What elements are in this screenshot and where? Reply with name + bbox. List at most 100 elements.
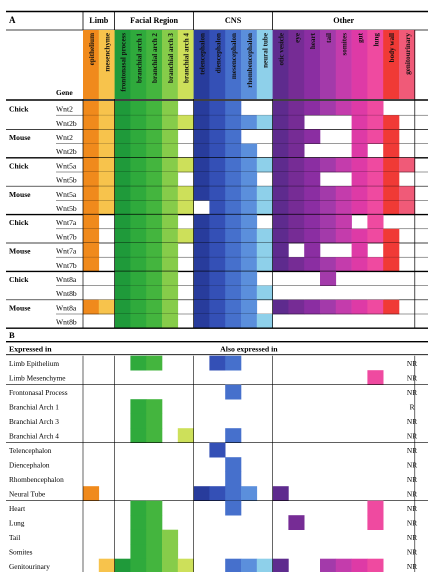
also-expressed-cell: [146, 399, 163, 414]
part-a-label: A: [9, 15, 16, 25]
expressed-in-label: Branchial Arch 4: [9, 432, 59, 441]
expressed-in-label: Branchial Arch 1: [9, 403, 59, 412]
expression-cell: [83, 257, 100, 272]
expression-cell: [351, 172, 368, 187]
expression-cell: [256, 314, 273, 329]
expression-cell: [225, 228, 242, 244]
expression-cell: [304, 214, 321, 230]
expression-cell: [272, 115, 289, 130]
also-expressed-cell: [225, 384, 242, 400]
column-header-label: heart: [309, 32, 317, 49]
also-expressed-cell: [367, 558, 384, 572]
expression-cell: [241, 157, 258, 173]
expression-cell: [256, 243, 273, 258]
also-expressed-cell: [146, 355, 163, 371]
gene-label: Wnt5b: [56, 176, 77, 185]
regulation-flag: NR: [407, 359, 417, 368]
expression-cell: [114, 172, 131, 187]
column-header-swatch: [114, 30, 131, 99]
expression-cell: [304, 101, 321, 116]
expression-cell: [383, 143, 400, 159]
expression-cell: [162, 285, 179, 301]
expression-cell: [177, 186, 194, 201]
expression-cell: [114, 214, 131, 230]
expression-cell: [272, 299, 289, 315]
column-header-swatch: [320, 30, 337, 99]
regulation-flag: NR: [407, 417, 417, 426]
expression-cell: [146, 314, 163, 329]
expression-cell: [146, 115, 163, 130]
expression-cell: [146, 228, 163, 244]
expression-cell: [241, 271, 258, 286]
expression-cell: [193, 129, 210, 144]
also-expressed-cell: [225, 457, 242, 472]
also-expressed-cell: [272, 558, 289, 572]
expression-cell: [399, 186, 416, 201]
column-header-label: somites: [341, 33, 349, 56]
expression-cell: [98, 115, 115, 130]
expression-cell: [146, 129, 163, 144]
expression-cell: [351, 299, 368, 315]
expression-cell: [114, 299, 131, 315]
expression-cell: [288, 115, 305, 130]
gene-label: Wnt2: [56, 133, 73, 142]
also-expressed-cell: [177, 428, 194, 443]
expressed-in-label: Tail: [9, 533, 20, 542]
also-expressed-cell: [130, 500, 147, 516]
expressed-in-label: Rhombencephalon: [9, 475, 64, 484]
also-expressed-cell: [272, 486, 289, 501]
expression-cell: [162, 271, 179, 286]
column-header-label: eye: [293, 33, 301, 43]
expression-cell: [130, 214, 147, 230]
gene-label: Wnt5a: [56, 161, 77, 170]
expression-cell: [304, 257, 321, 272]
column-header-swatch: [399, 30, 416, 99]
species-label: Mouse: [9, 190, 31, 199]
expression-cell: [177, 228, 194, 244]
expression-cell: [193, 257, 210, 272]
expression-cell: [114, 143, 131, 159]
column-header-swatch: [304, 30, 321, 99]
expression-cell: [367, 186, 384, 201]
expression-cell: [288, 200, 305, 215]
expression-cell: [335, 101, 352, 116]
expression-cell: [241, 214, 258, 230]
expression-cell: [225, 101, 242, 116]
expression-cell: [304, 243, 321, 258]
expression-cell: [98, 157, 115, 173]
also-expressed-cell: [256, 558, 273, 572]
expression-cell: [209, 299, 226, 315]
expression-cell: [335, 299, 352, 315]
expression-cell: [288, 129, 305, 144]
expression-cell: [146, 172, 163, 187]
also-expressed-cell: [146, 544, 163, 559]
expression-cell: [83, 214, 100, 230]
expressed-in-label: Heart: [9, 504, 25, 513]
expressed-in-label: Branchial Arch 3: [9, 417, 59, 426]
column-header-swatch: [288, 30, 305, 99]
expression-cell: [304, 157, 321, 173]
expression-cell: [130, 115, 147, 130]
expression-cell: [304, 228, 321, 244]
expression-cell: [98, 129, 115, 144]
expression-cell: [130, 143, 147, 159]
expressed-in-label: Lung: [9, 519, 25, 528]
gene-label: Wnt7b: [56, 232, 77, 241]
expression-cell: [162, 257, 179, 272]
species-label: Chick: [9, 105, 29, 114]
also-expressed-cell: [288, 515, 305, 530]
expression-cell: [114, 101, 131, 116]
expression-cell: [256, 228, 273, 244]
expression-cell: [162, 314, 179, 329]
expression-cell: [225, 200, 242, 215]
expression-cell: [304, 129, 321, 144]
column-header-label: frontonasal process: [120, 33, 128, 92]
expression-cell: [225, 129, 242, 144]
expression-cell: [177, 200, 194, 215]
column-header-swatch: [272, 30, 289, 99]
column-header-label: branchial arch 3: [167, 33, 175, 83]
expression-cell: [162, 143, 179, 159]
expression-cell: [225, 143, 242, 159]
expression-cell: [241, 115, 258, 130]
also-expressed-cell: [162, 558, 179, 572]
